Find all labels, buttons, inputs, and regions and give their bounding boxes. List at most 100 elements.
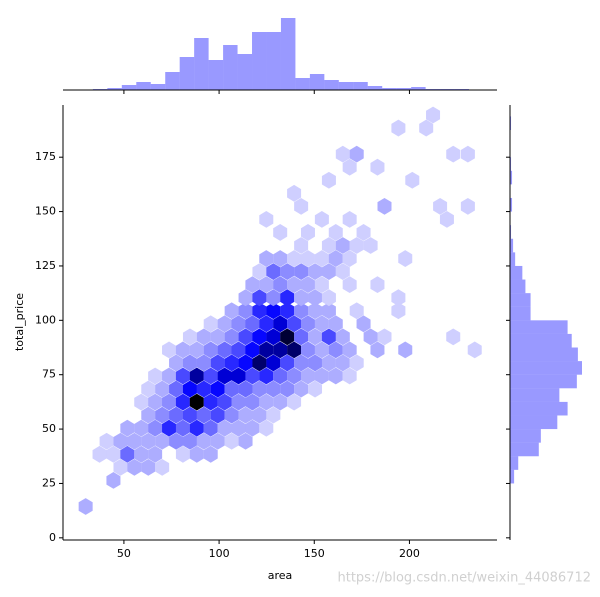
hexbin (189, 341, 204, 359)
hexbin (308, 263, 323, 280)
hexbin (231, 341, 246, 359)
x-tick-label: 50 (117, 547, 131, 560)
y-tick-label: 50 (42, 422, 56, 435)
hexbin (342, 276, 357, 294)
y-tick-label: 0 (49, 531, 56, 544)
hexbin (314, 276, 329, 294)
hexbin (391, 289, 406, 307)
x-hist-bar (223, 45, 238, 90)
hexbin (231, 315, 246, 333)
hexbin (141, 380, 156, 398)
hexbin (349, 354, 364, 372)
y-tick-label: 100 (35, 313, 56, 326)
x-hist-bar (367, 86, 383, 90)
hexbin (210, 432, 225, 450)
hexbin (245, 419, 260, 437)
hexbin (224, 328, 239, 346)
y-hist-bar (510, 374, 577, 389)
hexbin (169, 380, 184, 398)
hexbin (300, 276, 315, 294)
hexbin (217, 419, 232, 437)
hexbin (294, 302, 309, 320)
hexbin (162, 393, 177, 411)
hexbin (328, 315, 343, 333)
hexbin (252, 406, 267, 424)
y-hist-bar (510, 442, 539, 457)
hexbin (182, 406, 197, 424)
hexbin (439, 211, 454, 228)
hexbin (398, 250, 413, 267)
y-hist-bar (510, 415, 558, 430)
hexbin (169, 354, 184, 372)
hexbin (203, 315, 218, 333)
x-hist-bar (179, 57, 195, 90)
x-hist-bar (324, 80, 339, 90)
hexbin (203, 393, 218, 411)
hexbin (287, 250, 302, 267)
hexbin (134, 419, 149, 437)
hexbin (245, 393, 260, 411)
y-tick-label: 25 (42, 476, 56, 489)
hexbin (196, 354, 211, 372)
hexbin (356, 315, 371, 333)
hexbin (391, 302, 406, 320)
hexbin (113, 458, 128, 476)
x-hist-bar (165, 72, 180, 90)
hexbin (231, 419, 246, 437)
y-hist-bar (510, 456, 519, 470)
hexbin (217, 315, 232, 333)
hexbin (370, 341, 385, 359)
hexbin (328, 341, 343, 359)
hexbin (175, 393, 190, 411)
hexbin (370, 276, 385, 294)
hexbin (342, 158, 357, 176)
hexbin (196, 328, 211, 346)
hexbin (238, 406, 253, 424)
hexbin (349, 237, 364, 254)
hexbin (175, 341, 190, 359)
hexbin (342, 341, 357, 359)
y-hist-bar (510, 429, 541, 443)
x-hist-bar (309, 74, 325, 90)
hexbin (446, 328, 461, 346)
y-hist-bar (510, 333, 572, 348)
hexbin (182, 354, 197, 372)
hexbin (196, 380, 211, 398)
hexbin (273, 367, 288, 385)
hexbin (294, 263, 309, 280)
hexbin (280, 289, 295, 307)
x-tick-label: 150 (304, 547, 325, 560)
hexbin (175, 419, 190, 437)
hexbin (328, 367, 343, 385)
hexbin (224, 354, 239, 372)
hexbin (419, 119, 434, 137)
hexbin (308, 354, 323, 372)
hexbin (349, 302, 364, 320)
y-hist-bar (510, 293, 531, 307)
hexbin (273, 341, 288, 359)
hexbin (259, 250, 274, 267)
hexbin (377, 197, 392, 215)
hexbin (210, 380, 225, 398)
hexbin (182, 432, 197, 450)
hexbin (189, 367, 204, 385)
hexbin (238, 432, 253, 450)
watermark: https://blog.csdn.net/weixin_44086712 (337, 571, 591, 586)
hexbin (245, 341, 260, 359)
hexbin (259, 419, 274, 437)
hexbin (321, 289, 336, 307)
hexbin (92, 445, 107, 463)
hexbin (349, 145, 364, 163)
x-hist-bar (396, 88, 412, 90)
x-hist-bar (353, 82, 368, 90)
hexbin (169, 406, 184, 424)
hexbin (155, 458, 170, 476)
hexbin (196, 406, 211, 424)
hexbin (245, 315, 260, 333)
hexbin (134, 445, 149, 463)
y-hist-bar (510, 116, 512, 131)
hexbin (266, 380, 281, 398)
hexbin (287, 184, 302, 202)
hexbin (127, 458, 142, 476)
hexbin (287, 276, 302, 294)
